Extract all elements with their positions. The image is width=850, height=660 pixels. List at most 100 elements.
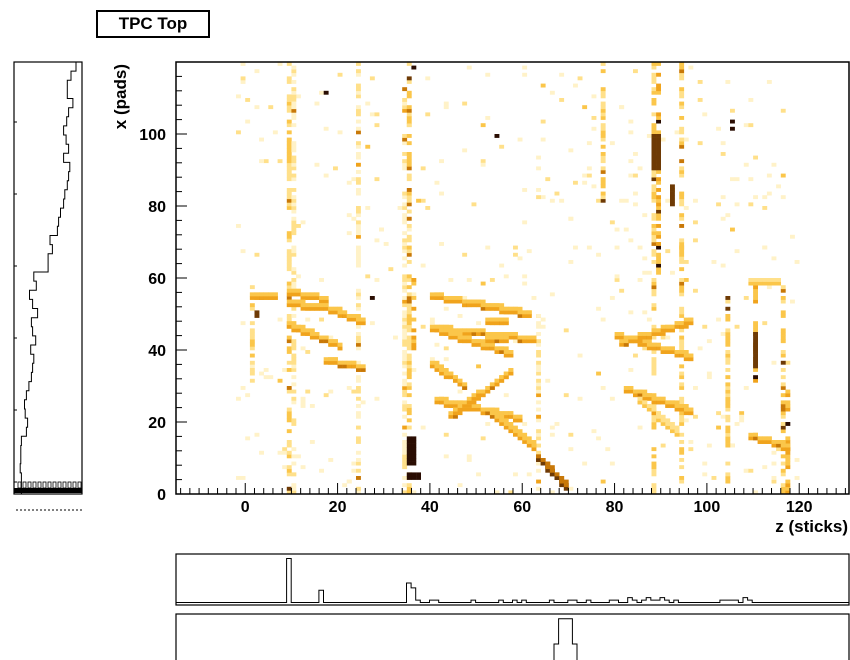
column-cell (679, 458, 685, 462)
column-cell (406, 112, 412, 117)
column-cell (651, 224, 657, 228)
noise-cell (748, 98, 754, 102)
column-cell (785, 404, 791, 408)
column-cell (536, 429, 541, 434)
track-cell (485, 335, 491, 340)
track-cell (526, 339, 532, 344)
column-cell (753, 285, 758, 290)
column-cell (725, 404, 731, 408)
track-cell (286, 303, 292, 308)
noise-cell (720, 141, 726, 146)
column-cell (291, 368, 297, 372)
column-cell (356, 119, 361, 124)
column-cell (402, 371, 408, 376)
track-cell (300, 324, 306, 329)
column-cell (406, 306, 412, 311)
column-cell (679, 310, 685, 315)
hot-spot-cell (753, 342, 758, 347)
column-cell (679, 249, 685, 254)
track-cell (513, 429, 518, 434)
noise-cell (716, 411, 721, 416)
track-cell (642, 332, 648, 336)
noise-cell (328, 389, 334, 394)
noise-cell (596, 436, 601, 441)
noise-cell (725, 213, 731, 218)
noise-cell (466, 454, 472, 459)
noise-cell (282, 368, 288, 372)
x-projection-bin (67, 481, 72, 489)
column-cell (291, 281, 297, 286)
noise-cell (771, 461, 777, 466)
column-cell (785, 440, 791, 444)
column-cell (679, 418, 685, 423)
noise-cell (254, 252, 260, 257)
column-cell (753, 328, 758, 333)
column-cell (651, 238, 657, 243)
column-cell (600, 170, 606, 174)
column-cell (785, 450, 791, 455)
track-cell (665, 346, 671, 351)
noise-cell (420, 263, 426, 268)
noise-cell (351, 461, 357, 466)
column-cell (402, 443, 408, 448)
noise-cell (716, 126, 721, 131)
track-cell (291, 288, 297, 293)
noise-cell (748, 202, 754, 207)
noise-cell (522, 188, 528, 192)
track-cell (314, 335, 320, 340)
hot-spot-cell (656, 148, 661, 153)
noise-cell (522, 274, 528, 279)
track-cell (476, 339, 481, 344)
track-cell (683, 317, 689, 322)
track-cell (522, 314, 528, 318)
column-cell (679, 166, 685, 171)
column-cell (725, 332, 731, 336)
track-cell (466, 396, 472, 401)
noise-cell (614, 274, 620, 279)
track-cell (674, 425, 680, 430)
noise-cell (577, 76, 583, 81)
noise-cell (480, 436, 486, 441)
noise-cell (277, 159, 283, 164)
column-cell (753, 368, 758, 372)
track-cell (503, 332, 509, 336)
track-cell (356, 321, 361, 326)
hot-spot-cell (406, 472, 412, 477)
column-cell (291, 144, 297, 149)
track-cell (434, 360, 440, 365)
noise-cell (346, 231, 352, 236)
track-cell (517, 314, 523, 318)
noise-cell (693, 198, 698, 203)
track-cell (494, 350, 500, 354)
column-cell (600, 155, 606, 160)
column-cell (536, 353, 541, 358)
column-cell (785, 407, 791, 412)
track-cell (342, 364, 348, 369)
column-cell (286, 76, 292, 81)
column-cell (402, 364, 408, 369)
track-cell (679, 407, 685, 412)
track-cell (771, 440, 777, 444)
noise-cell (369, 112, 375, 117)
noise-cell (762, 245, 768, 250)
x-projection-bin (72, 481, 77, 489)
noise-cell (794, 458, 800, 462)
column-cell (651, 371, 657, 376)
track-cell (499, 378, 505, 383)
column-cell (785, 486, 791, 491)
column-cell (780, 461, 786, 466)
column-cell (356, 360, 361, 365)
track-cell (453, 375, 458, 380)
column-cell (286, 166, 292, 171)
column-cell (651, 123, 657, 128)
track-cell (656, 332, 661, 336)
noise-cell (236, 396, 241, 401)
column-cell (291, 112, 297, 117)
column-cell (356, 378, 361, 383)
column-cell (406, 119, 412, 124)
track-cell (531, 335, 537, 340)
hot-spot-cell (753, 353, 758, 358)
column-cell (286, 137, 292, 142)
noise-cell (323, 126, 329, 131)
track-cell (337, 346, 343, 351)
